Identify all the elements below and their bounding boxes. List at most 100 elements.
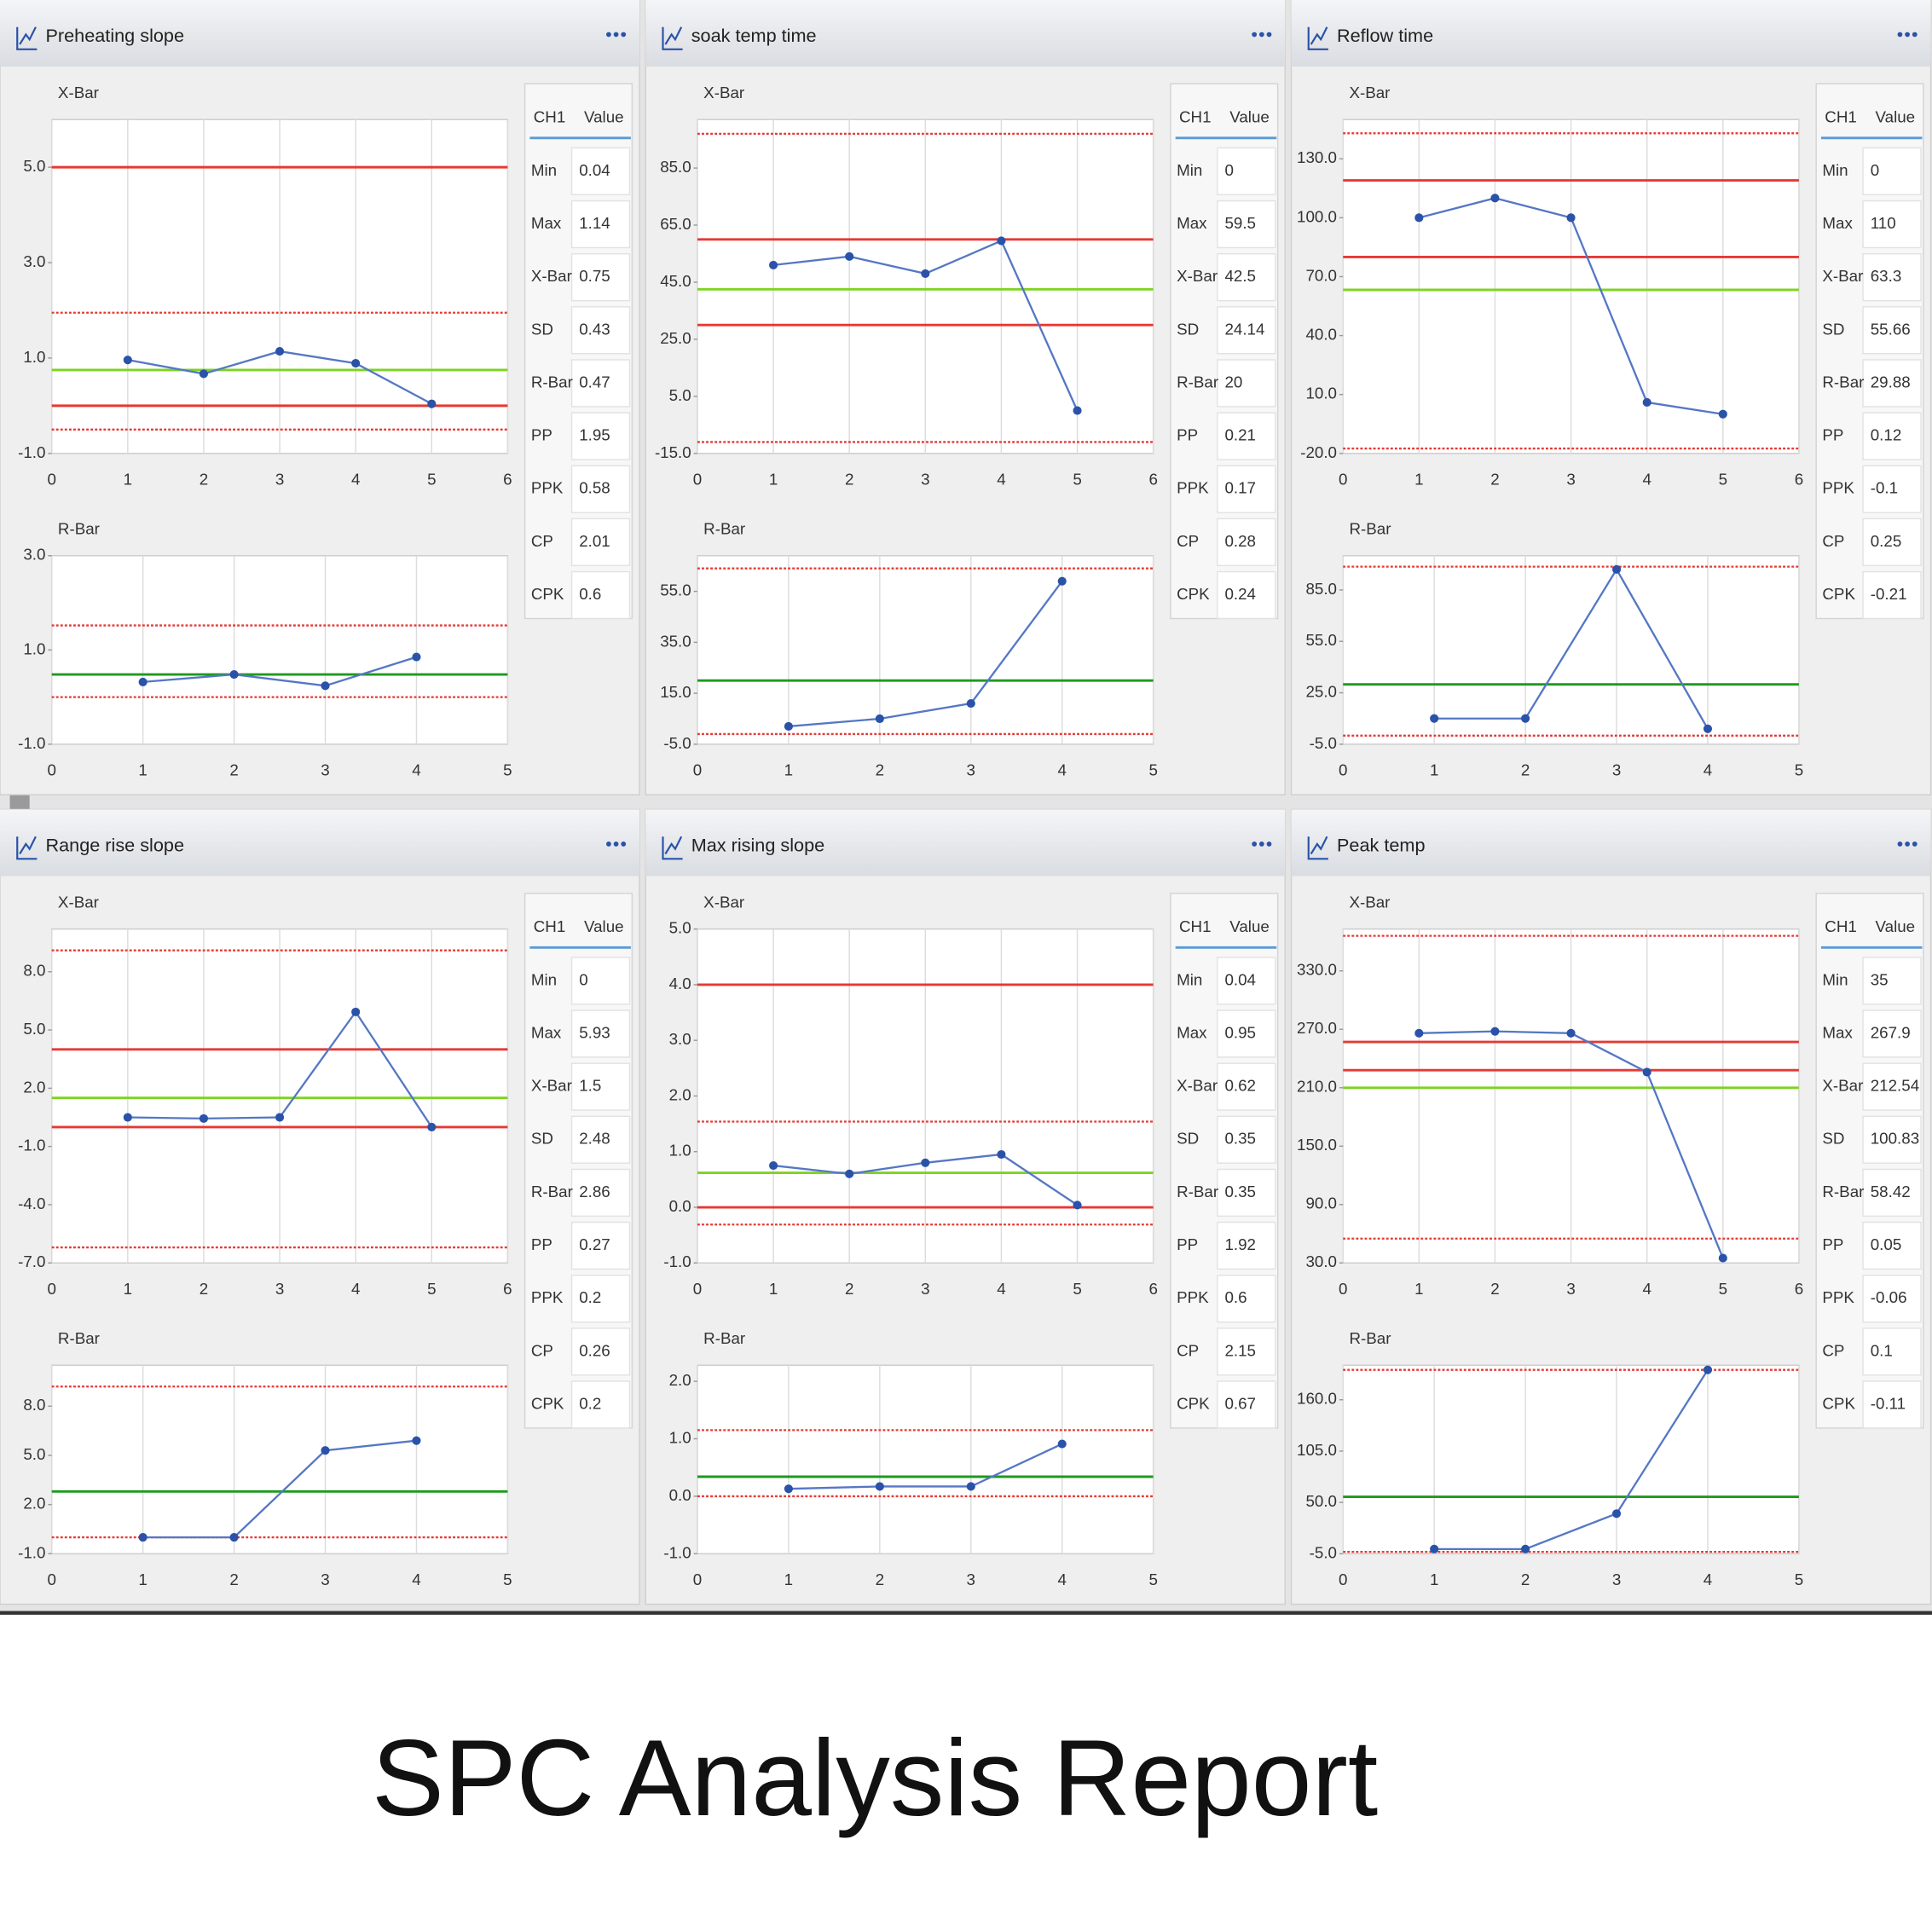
- value-cell: [570, 1115, 631, 1164]
- menu-dot[interactable]: [1258, 32, 1264, 38]
- menu-dot[interactable]: [613, 32, 619, 38]
- chart-title: X-Bar: [1349, 893, 1390, 911]
- value-cell: [1862, 957, 1922, 1005]
- y-tick-label: 10.0: [1305, 385, 1337, 402]
- stat-value: 0.35: [1224, 1183, 1256, 1200]
- menu-dot[interactable]: [1252, 32, 1258, 38]
- menu-dot[interactable]: [621, 32, 627, 38]
- value-cell: [1217, 465, 1276, 513]
- y-tick-label: 5.0: [23, 1445, 45, 1463]
- panel-title: Reflow time: [1337, 25, 1433, 46]
- y-tick-label: 25.0: [660, 329, 691, 347]
- x-tick-label: 0: [47, 1280, 55, 1298]
- menu-dot[interactable]: [1266, 842, 1272, 847]
- y-tick-label: 55.0: [1305, 631, 1337, 649]
- stat-value: 212.54: [1871, 1077, 1919, 1095]
- stat-label: PPK: [1177, 479, 1209, 497]
- value-cell: [1862, 465, 1922, 513]
- chart-title: X-Bar: [58, 84, 99, 101]
- chart-icon: [1307, 836, 1328, 860]
- x-tick-label: 1: [784, 1570, 793, 1588]
- series-line: [788, 580, 1063, 728]
- stat-label: PP: [531, 426, 552, 444]
- stat-label: Min: [531, 161, 557, 179]
- stat-label: X-Bar: [1822, 1077, 1863, 1095]
- y-tick-label: -5.0: [1310, 1543, 1337, 1561]
- value-cell: [570, 1009, 631, 1058]
- x-tick-label: 5: [1073, 471, 1081, 489]
- x-tick-label: 4: [1642, 471, 1651, 489]
- stat-value: 0.67: [1224, 1394, 1256, 1412]
- panel-title: Range rise slope: [45, 835, 184, 856]
- x-tick-label: 2: [845, 1280, 853, 1298]
- x-tick-label: 3: [1612, 1570, 1621, 1588]
- stat-value: 59.5: [1224, 214, 1256, 232]
- data-point: [845, 1169, 854, 1178]
- menu-dot[interactable]: [1897, 32, 1903, 38]
- stat-value: 0: [579, 970, 587, 988]
- value-cell: [1217, 570, 1276, 620]
- menu-dot[interactable]: [1897, 842, 1903, 847]
- x-tick-label: 1: [784, 761, 793, 779]
- y-tick-label: 160.0: [1297, 1390, 1337, 1408]
- y-tick-label: 90.0: [1305, 1194, 1337, 1212]
- menu-dot[interactable]: [613, 842, 619, 847]
- stat-value: 1.92: [1224, 1235, 1256, 1253]
- value-cell: [570, 200, 631, 249]
- menu-dot[interactable]: [606, 32, 611, 38]
- y-tick-label: 2.0: [669, 1085, 691, 1103]
- menu-dot[interactable]: [1912, 842, 1918, 847]
- stat-value: 0.05: [1871, 1235, 1902, 1253]
- stat-label: CPK: [1177, 585, 1210, 603]
- data-point: [1521, 714, 1530, 723]
- x-tick-label: 0: [1339, 1570, 1347, 1588]
- stat-label: R-Bar: [531, 373, 573, 390]
- value-cell: [1217, 147, 1276, 196]
- x-tick-label: 4: [1058, 761, 1067, 779]
- stat-value: 110: [1871, 214, 1896, 232]
- menu-dot[interactable]: [606, 842, 611, 847]
- data-point: [275, 1113, 285, 1122]
- y-tick-label: 150.0: [1297, 1136, 1337, 1154]
- menu-dot[interactable]: [1905, 32, 1910, 38]
- value-cell: [1217, 200, 1276, 249]
- x-tick-label: 2: [229, 761, 238, 779]
- chart-title: R-Bar: [1349, 1329, 1391, 1347]
- table-header: CH1: [1825, 917, 1857, 935]
- stat-label: Max: [531, 1023, 562, 1041]
- value-cell: [1217, 359, 1276, 408]
- y-tick-label: -1.0: [663, 1543, 691, 1561]
- x-tick-label: 0: [1339, 1280, 1347, 1298]
- data-point: [1718, 1253, 1727, 1263]
- menu-dot[interactable]: [1258, 842, 1264, 847]
- x-tick-label: 1: [769, 1280, 778, 1298]
- y-tick-label: 1.0: [669, 1142, 691, 1160]
- data-point: [1703, 1365, 1713, 1374]
- menu-dot[interactable]: [1905, 842, 1910, 847]
- x-tick-label: 4: [412, 761, 420, 779]
- x-tick-label: 1: [1414, 1280, 1423, 1298]
- x-tick-label: 6: [1148, 471, 1157, 489]
- data-point: [1611, 1509, 1622, 1518]
- chart-icon: [662, 26, 683, 50]
- stat-label: X-Bar: [1822, 267, 1863, 285]
- data-point: [921, 269, 930, 278]
- x-tick-label: 0: [47, 1570, 55, 1588]
- x-tick-label: 3: [1566, 471, 1575, 489]
- x-tick-label: 4: [1704, 761, 1712, 779]
- x-tick-label: 1: [138, 1570, 147, 1588]
- menu-dot[interactable]: [1912, 32, 1918, 38]
- stat-value: 63.3: [1871, 267, 1902, 285]
- stat-value: 29.88: [1871, 373, 1911, 390]
- stat-value: 20: [1224, 373, 1242, 390]
- menu-dot[interactable]: [1266, 32, 1272, 38]
- x-tick-label: 6: [1795, 471, 1803, 489]
- x-tick-label: 1: [124, 1280, 132, 1298]
- menu-dot[interactable]: [1252, 842, 1258, 847]
- x-tick-label: 6: [1148, 1280, 1157, 1298]
- menu-dot[interactable]: [621, 842, 627, 847]
- stat-value: 0.6: [1224, 1288, 1247, 1306]
- x-tick-label: 0: [693, 1570, 702, 1588]
- chart-icon: [16, 26, 38, 50]
- panel-header: [0, 0, 640, 67]
